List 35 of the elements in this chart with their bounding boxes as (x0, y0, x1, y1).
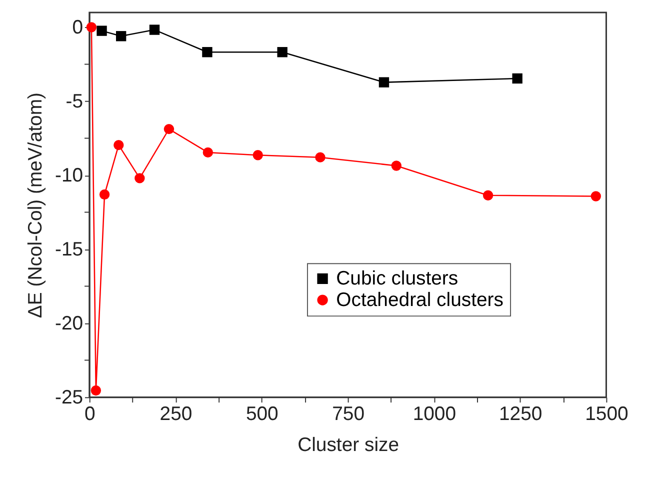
x-axis-title: Cluster size (298, 434, 400, 456)
point (590, 191, 601, 202)
y-tick-label: -20 (54, 312, 84, 335)
x-tick-label: 750 (332, 403, 365, 426)
point (512, 73, 522, 84)
point (252, 150, 263, 160)
y-axis-title: ΔE (Ncol-Col) (meV/atom) (24, 92, 46, 318)
y-tick-label: -25 (54, 386, 84, 408)
point (277, 47, 288, 58)
legend-label: Octahedral clusters (336, 288, 504, 311)
legend-label: Cubic clusters (336, 267, 458, 290)
x-tick-label: 250 (160, 403, 192, 426)
point (315, 152, 326, 162)
point (202, 47, 212, 58)
x-tick-label: 1500 (585, 403, 629, 426)
point (202, 147, 214, 158)
y-tick-label: -5 (66, 90, 84, 113)
point (116, 31, 126, 42)
y-tick-label: -10 (54, 164, 84, 187)
point (86, 22, 97, 32)
x-tick-label: 1000 (412, 403, 456, 426)
point (114, 140, 124, 150)
point (482, 190, 494, 200)
point (134, 173, 145, 184)
point (391, 160, 402, 171)
x-tick-label: 500 (246, 403, 279, 426)
point (149, 24, 160, 35)
point (378, 77, 390, 88)
x-tick-label: 1250 (498, 403, 542, 426)
y-tick-label: 0 (72, 16, 84, 39)
y-tick-label: -15 (54, 238, 84, 261)
point (96, 26, 107, 36)
point (90, 385, 102, 396)
point (164, 124, 174, 134)
point (99, 189, 110, 200)
